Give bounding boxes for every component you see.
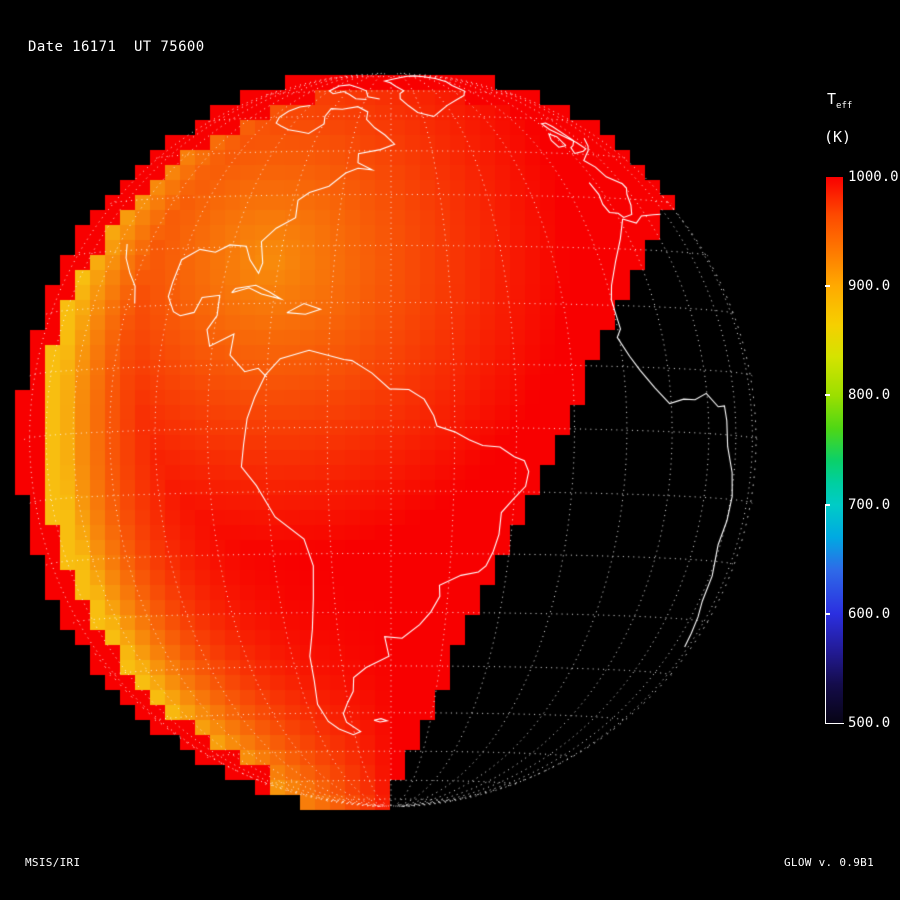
colorbar-tick-label: 1000.0 xyxy=(848,169,899,185)
colorbar-title-main: T xyxy=(827,90,837,108)
colorbar-tick-label: 700.0 xyxy=(848,496,891,513)
colorbar-title-sub: eff xyxy=(836,101,853,111)
colorbar-gradient xyxy=(826,177,843,723)
colorbar-tick-label: 500.0 xyxy=(848,715,891,731)
colorbar-left-axis-line xyxy=(825,504,826,723)
colorbar-tick-mark xyxy=(825,612,830,615)
model-source-label: MSIS/IRI xyxy=(25,856,81,869)
colorbar-tick-mark xyxy=(825,394,830,397)
colorbar-tick-mark xyxy=(825,285,830,288)
date-ut-label: Date 16171 UT 75600 xyxy=(28,39,205,55)
version-label: GLOW v. 0.9B1 xyxy=(784,856,874,869)
colorbar-units-label: (K) xyxy=(824,128,852,146)
colorbar-tick-label: 600.0 xyxy=(848,605,891,622)
colorbar-tick-label: 900.0 xyxy=(848,278,891,295)
colorbar-tick-mark xyxy=(825,503,830,506)
colorbar-bottom-line xyxy=(825,723,844,724)
colorbar-tick-label: 800.0 xyxy=(848,387,891,404)
colorbar-title: Teff xyxy=(827,90,852,111)
